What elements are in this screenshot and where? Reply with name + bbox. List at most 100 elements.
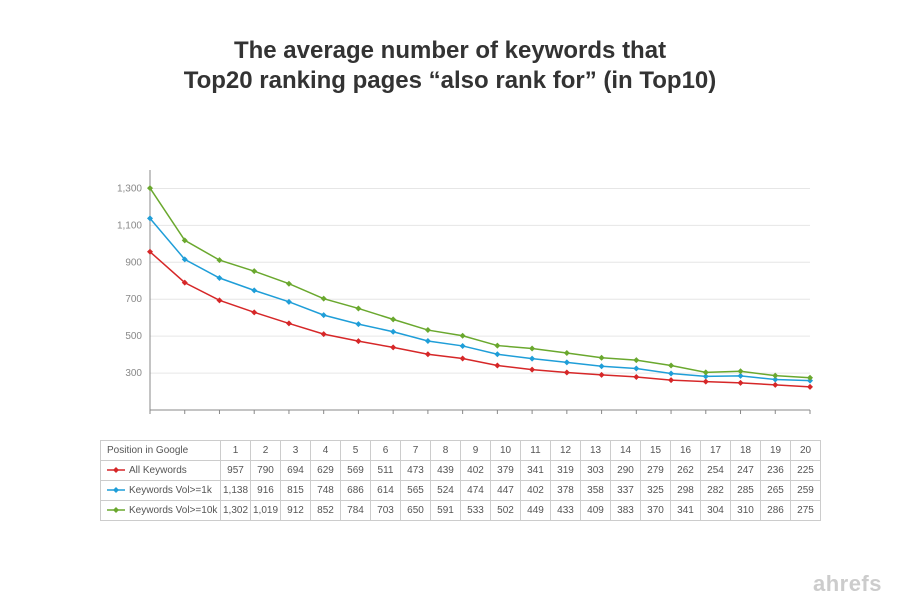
brand-logo: ahrefs — [813, 571, 882, 597]
series-marker-vol10k — [494, 343, 500, 349]
table-cell: 254 — [701, 461, 731, 481]
chart-title-line1: The average number of keywords that — [234, 37, 666, 64]
table-cell: 784 — [341, 501, 371, 521]
table-header-cell: 9 — [461, 441, 491, 461]
series-marker-vol10k — [355, 305, 361, 311]
table-header-cell: 4 — [311, 441, 341, 461]
series-marker-vol10k — [390, 316, 396, 322]
table-cell: 303 — [581, 461, 611, 481]
table-header-cell: 17 — [701, 441, 731, 461]
table-cell: 650 — [401, 501, 431, 521]
series-line-vol10k — [150, 188, 810, 378]
table-cell: 748 — [311, 481, 341, 501]
chart-svg: 3005007009001,1001,300 — [100, 160, 820, 420]
series-marker-vol10k — [703, 369, 709, 375]
series-marker-vol1k — [564, 359, 570, 365]
table-cell: 358 — [581, 481, 611, 501]
table-cell: 629 — [311, 461, 341, 481]
table-cell: 916 — [251, 481, 281, 501]
series-marker-vol1k — [494, 351, 500, 357]
series-marker-vol1k — [425, 338, 431, 344]
table-cell: 614 — [371, 481, 401, 501]
table-header-cell: 14 — [611, 441, 641, 461]
series-marker-all — [738, 380, 744, 386]
table-header-cell: 18 — [731, 441, 761, 461]
series-marker-vol1k — [599, 363, 605, 369]
table-cell: 686 — [341, 481, 371, 501]
table-row-label: Keywords Vol>=1k — [101, 481, 221, 501]
series-marker-vol10k — [286, 281, 292, 287]
table-cell: 524 — [431, 481, 461, 501]
series-marker-all — [494, 363, 500, 369]
table-cell: 402 — [521, 481, 551, 501]
series-line-all — [150, 252, 810, 387]
table-cell: 319 — [551, 461, 581, 481]
table-cell: 378 — [551, 481, 581, 501]
series-marker-all — [460, 355, 466, 361]
series-marker-all — [564, 370, 570, 376]
table-cell: 447 — [491, 481, 521, 501]
series-marker-vol10k — [599, 355, 605, 361]
table-cell: 569 — [341, 461, 371, 481]
series-marker-all — [390, 344, 396, 350]
table-row-label-text: Keywords Vol>=10k — [129, 505, 217, 516]
table-cell: 285 — [731, 481, 761, 501]
table-cell: 511 — [371, 461, 401, 481]
table-cell: 259 — [791, 481, 821, 501]
table-cell: 409 — [581, 501, 611, 521]
series-marker-all — [633, 374, 639, 380]
series-marker-vol10k — [460, 333, 466, 339]
series-marker-vol1k — [460, 343, 466, 349]
series-marker-vol10k — [251, 268, 257, 274]
table-cell: 298 — [671, 481, 701, 501]
series-marker-all — [772, 382, 778, 388]
table-cell: 694 — [281, 461, 311, 481]
table-header-cell: 20 — [791, 441, 821, 461]
series-marker-vol1k — [529, 356, 535, 362]
series-marker-vol1k — [355, 321, 361, 327]
table-cell: 379 — [491, 461, 521, 481]
table-cell: 337 — [611, 481, 641, 501]
table-header-cell: 7 — [401, 441, 431, 461]
table-cell: 225 — [791, 461, 821, 481]
table-cell: 912 — [281, 501, 311, 521]
series-marker-all — [425, 351, 431, 357]
table-cell: 439 — [431, 461, 461, 481]
series-marker-all — [529, 367, 535, 373]
table-cell: 565 — [401, 481, 431, 501]
table-header-cell: 10 — [491, 441, 521, 461]
series-marker-vol10k — [529, 346, 535, 352]
table-cell: 341 — [521, 461, 551, 481]
table-cell: 279 — [641, 461, 671, 481]
table-cell: 286 — [761, 501, 791, 521]
legend-swatch-icon — [107, 466, 125, 474]
table-cell: 282 — [701, 481, 731, 501]
series-marker-vol10k — [425, 327, 431, 333]
series-marker-all — [355, 338, 361, 344]
table-cell: 402 — [461, 461, 491, 481]
legend-swatch-icon — [107, 486, 125, 494]
table-header-cell: 13 — [581, 441, 611, 461]
table-header-cell: 5 — [341, 441, 371, 461]
table-header-cell: 11 — [521, 441, 551, 461]
table-cell: 790 — [251, 461, 281, 481]
y-tick-label: 700 — [125, 294, 142, 305]
series-marker-vol1k — [633, 365, 639, 371]
table-header-label: Position in Google — [101, 441, 221, 461]
table-cell: 341 — [671, 501, 701, 521]
table-cell: 852 — [311, 501, 341, 521]
table-cell: 449 — [521, 501, 551, 521]
table-row-label: Keywords Vol>=10k — [101, 501, 221, 521]
chart-title: The average number of keywords that Top2… — [0, 0, 900, 96]
table-cell: 474 — [461, 481, 491, 501]
y-tick-label: 1,100 — [117, 220, 142, 231]
table-cell: 1,019 — [251, 501, 281, 521]
table-cell: 262 — [671, 461, 701, 481]
series-marker-vol10k — [633, 357, 639, 363]
table-cell: 473 — [401, 461, 431, 481]
series-marker-vol10k — [668, 363, 674, 369]
table-header-cell: 12 — [551, 441, 581, 461]
table-cell: 533 — [461, 501, 491, 521]
table-cell: 433 — [551, 501, 581, 521]
table-row-label: All Keywords — [101, 461, 221, 481]
